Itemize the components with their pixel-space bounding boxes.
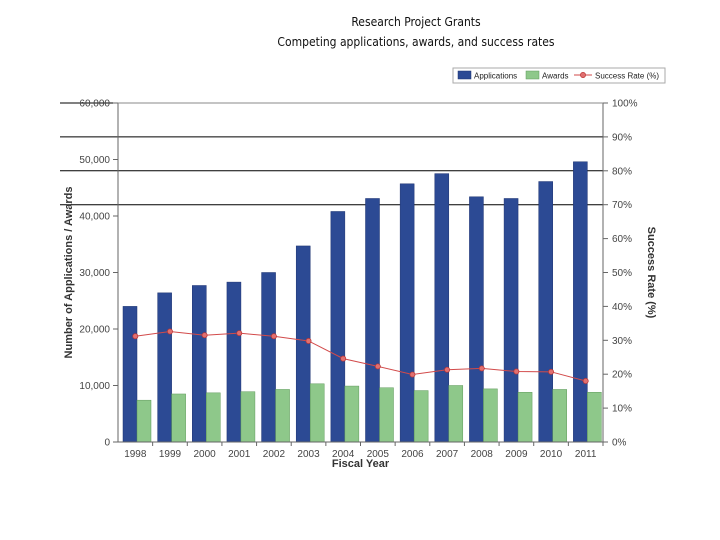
awards-bar <box>379 387 394 443</box>
left-tick-label: 10,000 <box>79 381 110 392</box>
left-tick-label: 20,000 <box>79 325 110 336</box>
applications-bar <box>538 181 553 443</box>
right-tick-label: 0% <box>612 438 627 449</box>
legend[interactable]: Applications Awards Success Rate (%) <box>452 67 666 84</box>
success-rate-point <box>201 332 208 339</box>
left-tick-label: 30,000 <box>79 268 110 279</box>
applications-bar <box>469 196 484 443</box>
applications-bar <box>365 198 380 443</box>
axes: 0 10,000 20,000 30,000 40,000 50,000 60,000 0% 1… <box>63 99 657 471</box>
right-tick-label: 70% <box>612 200 632 211</box>
awards-bar <box>448 385 464 443</box>
right-tick-label: 80% <box>612 166 632 177</box>
y2-axis-title: Success Rate (%) <box>645 227 657 319</box>
success-rate-point <box>582 378 589 384</box>
chart-title: Research Project Grants <box>351 15 481 29</box>
applications-bar <box>434 173 450 443</box>
success-rate-point <box>374 363 381 370</box>
success-rate-point <box>340 355 347 362</box>
awards-bar <box>171 393 186 443</box>
success-rate-point <box>548 368 554 375</box>
legend-marker-success-rate <box>580 72 586 78</box>
legend-label-applications: Applications <box>474 72 517 81</box>
x-axis-title: Fiscal Year <box>332 458 390 470</box>
applications-bar <box>330 211 346 443</box>
x-tick-label: 2007 <box>436 449 459 460</box>
awards-bar <box>136 399 152 443</box>
left-tick-label: 50,000 <box>79 155 110 166</box>
success-rate-polyline <box>135 330 586 382</box>
left-tick-label: 40,000 <box>79 212 110 223</box>
awards-bar <box>206 392 221 443</box>
x-tick-label: 2011 <box>575 449 597 460</box>
awards-bar <box>587 392 602 443</box>
success-rate-point <box>132 333 139 340</box>
awards-bar <box>552 389 567 443</box>
legend-label-success-rate: Success Rate (%) <box>595 72 659 81</box>
success-rate-point <box>167 328 173 335</box>
success-rate-point <box>270 333 277 340</box>
x-tick-label: 1998 <box>124 449 147 460</box>
applications-bar <box>122 306 138 443</box>
awards-bar <box>275 389 290 443</box>
x-tick-label: 2005 <box>367 449 390 460</box>
right-tick-label: 20% <box>612 370 632 381</box>
applications-bar <box>157 292 172 443</box>
applications-bar <box>503 198 519 443</box>
x-tick-label: 2004 <box>332 449 355 460</box>
x-tick-label: 2009 <box>505 449 528 460</box>
success-rate-point <box>444 366 451 373</box>
success-rate-point <box>513 368 520 375</box>
legend-swatch-awards <box>525 70 540 80</box>
applications-bar <box>192 285 207 443</box>
x-tick-label: 2002 <box>263 449 286 460</box>
awards-bar <box>483 388 498 443</box>
awards-bar <box>309 383 325 443</box>
applications-bar <box>573 161 588 443</box>
applications-bar <box>295 245 311 443</box>
title-block: Research Project Grants Competing applic… <box>0 12 720 52</box>
reference-lines <box>60 102 603 206</box>
y-axis-title: Number of Applications / Awards <box>63 187 75 359</box>
applications-bar <box>261 272 276 443</box>
left-tick-label: 60,000 <box>79 99 110 110</box>
x-tick-label: 1999 <box>159 449 182 460</box>
awards-bar <box>240 391 256 443</box>
right-tick-label: 100% <box>612 99 638 110</box>
x-tick-label: 2000 <box>193 449 216 460</box>
legend-swatch-applications <box>457 70 472 80</box>
success-rate-point <box>305 338 312 344</box>
awards-bar <box>344 385 360 443</box>
applications-bar <box>226 281 242 443</box>
right-tick-label: 90% <box>612 132 632 143</box>
x-tick-label: 2006 <box>401 449 424 460</box>
awards-bar <box>413 390 429 443</box>
right-tick-label: 60% <box>612 234 632 245</box>
right-tick-label: 40% <box>612 302 632 313</box>
x-tick-label: 2001 <box>228 449 251 460</box>
right-tick-label: 30% <box>612 336 632 347</box>
x-tick-label: 2003 <box>297 449 320 460</box>
success-rate-point <box>409 371 416 378</box>
legend-box <box>452 67 666 84</box>
x-tick-label: 2008 <box>471 449 494 460</box>
applications-bar <box>399 183 415 443</box>
chart-subtitle: Competing applications, awards, and succ… <box>277 35 555 49</box>
legend-label-awards: Awards <box>542 72 569 81</box>
right-tick-label: 50% <box>612 268 632 279</box>
awards-bar <box>517 392 533 443</box>
success-rate-point <box>236 330 243 337</box>
x-tick-label: 2010 <box>540 449 563 460</box>
success-rate-point <box>478 365 485 372</box>
right-tick-label: 10% <box>612 404 632 415</box>
left-tick-label: 0 <box>104 438 110 449</box>
bars <box>122 161 602 443</box>
success-rate-line <box>132 328 589 384</box>
